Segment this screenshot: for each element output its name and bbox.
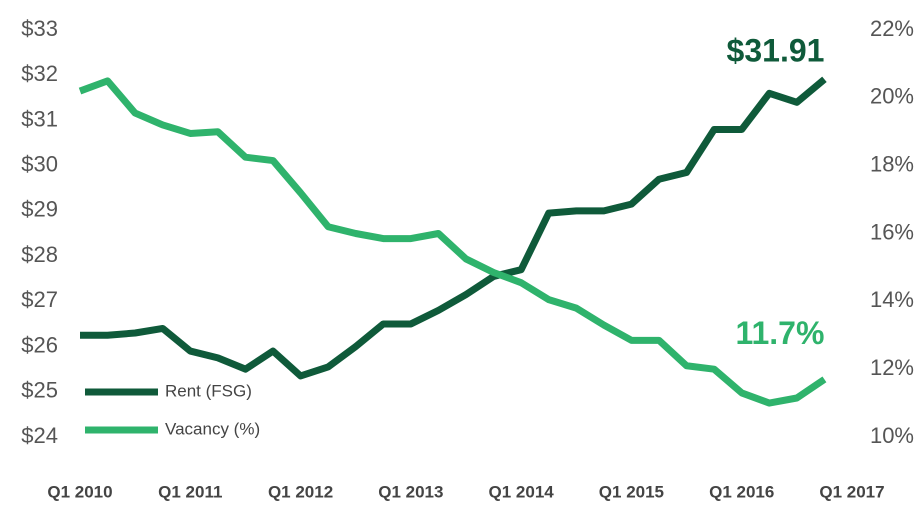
- x-tick-label: Q1 2017: [819, 482, 884, 501]
- value-label: $31.91: [727, 33, 825, 69]
- y2-tick-label: 16%: [870, 219, 914, 244]
- y2-tick-label: 18%: [870, 151, 914, 176]
- y2-tick-label: 20%: [870, 84, 914, 109]
- y-tick-label: $24: [21, 423, 58, 448]
- y-tick-label: $30: [21, 151, 58, 176]
- x-tick-label: Q1 2011: [158, 482, 222, 501]
- y2-tick-label: 10%: [870, 423, 914, 448]
- y-tick-label: $32: [21, 61, 58, 86]
- y2-tick-label: 14%: [870, 287, 914, 312]
- y2-tick-label: 12%: [870, 355, 914, 380]
- x-tick-label: Q1 2016: [709, 482, 774, 501]
- series-line: [78, 77, 827, 407]
- legend-label: Rent (FSG): [165, 381, 252, 400]
- y-tick-label: $31: [21, 106, 58, 131]
- value-label: 11.7%: [735, 315, 824, 351]
- x-tick-label: Q1 2015: [599, 482, 664, 501]
- y-tick-label: $29: [21, 197, 58, 222]
- y-tick-label: $28: [21, 242, 58, 267]
- y-tick-label: $25: [21, 378, 58, 403]
- y2-tick-label: 22%: [870, 16, 914, 41]
- x-tick-label: Q1 2013: [378, 482, 443, 501]
- legend-label: Vacancy (%): [165, 419, 260, 438]
- y-tick-label: $26: [21, 332, 58, 357]
- x-tick-label: Q1 2010: [47, 482, 112, 501]
- x-tick-label: Q1 2014: [489, 482, 555, 501]
- y-tick-label: $27: [21, 287, 58, 312]
- series-line: [80, 76, 827, 380]
- x-tick-label: Q1 2012: [268, 482, 333, 501]
- y-tick-label: $33: [21, 16, 58, 41]
